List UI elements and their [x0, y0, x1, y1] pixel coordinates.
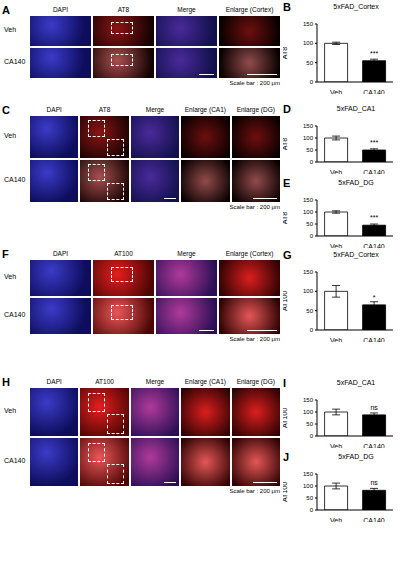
html-text:Merge: Merge [145, 106, 165, 113]
html-text:Enlarge (CA1): Enlarge (CA1) [184, 106, 226, 113]
svg-text:AT100: AT100 [283, 408, 288, 428]
svg-text:0: 0 [310, 433, 314, 439]
html-text:Veh: Veh [4, 273, 17, 280]
svg-text:0: 0 [310, 233, 314, 239]
svg-text:CA140: CA140 [363, 517, 385, 522]
svg-text:ns: ns [370, 479, 378, 486]
html-text:I: I [283, 377, 287, 389]
svg-text:ns: ns [370, 404, 378, 411]
html-text:Enlarge (DG): Enlarge (DG) [236, 378, 275, 385]
html-text:DAPI: DAPI [46, 106, 62, 113]
svg-text:AT100: AT100 [283, 291, 288, 311]
html-text:F: F [2, 248, 9, 260]
html-text:5xFAD_Cortex: 5xFAD_Cortex [333, 3, 379, 10]
svg-text:*: * [373, 294, 376, 301]
html-text:5xFAD_Cortex: 5xFAD_Cortex [333, 251, 379, 258]
html-text:DAPI: DAPI [52, 6, 69, 13]
svg-text:50: 50 [306, 421, 313, 427]
svg-text:50: 50 [306, 147, 313, 153]
svg-text:0: 0 [310, 79, 314, 85]
svg-text:100: 100 [303, 209, 314, 215]
html-text:J: J [283, 451, 290, 463]
html-text:AT100: AT100 [95, 378, 114, 385]
svg-text:50: 50 [306, 221, 313, 227]
html-text:AT100: AT100 [114, 250, 133, 257]
html-text:CA140: CA140 [4, 176, 26, 183]
html-text:A: A [2, 4, 10, 16]
html-text:D: D [283, 103, 291, 115]
html-text:Scale bar : 200 μm: Scale bar : 200 μm [229, 336, 280, 342]
svg-text:100: 100 [303, 40, 314, 46]
svg-text:0: 0 [310, 159, 314, 165]
svg-text:Veh: Veh [330, 89, 342, 94]
html-text:Scale bar : 200 μm: Scale bar : 200 μm [229, 80, 280, 86]
html-text:5xFAD_DG: 5xFAD_DG [338, 453, 374, 460]
html-text:AT8: AT8 [117, 6, 130, 13]
html-text:DAPI: DAPI [52, 250, 69, 257]
html-text:5xFAD_DG: 5xFAD_DG [338, 179, 374, 186]
html-text:H: H [2, 376, 10, 388]
html-text:Scale bar : 200 μm: Scale bar : 200 μm [229, 488, 280, 494]
svg-text:CA140: CA140 [363, 89, 385, 94]
html-text:Veh: Veh [4, 407, 17, 414]
svg-text:50: 50 [306, 60, 313, 66]
svg-text:CA140: CA140 [363, 337, 385, 342]
svg-text:100: 100 [303, 135, 314, 141]
svg-text:Veh: Veh [330, 169, 342, 174]
svg-text:Veh: Veh [330, 337, 342, 342]
svg-text:150: 150 [303, 123, 314, 129]
svg-text:150: 150 [303, 197, 314, 203]
svg-text:150: 150 [303, 21, 314, 27]
svg-text:100: 100 [303, 483, 314, 489]
svg-text:150: 150 [303, 471, 314, 477]
svg-text:100: 100 [303, 288, 314, 294]
svg-text:***: *** [370, 50, 378, 57]
svg-text:150: 150 [303, 397, 314, 403]
html-text:Scale bar : 200 μm: Scale bar : 200 μm [229, 204, 280, 210]
svg-text:50: 50 [306, 308, 313, 314]
html-text:DAPI: DAPI [46, 378, 62, 385]
html-text:5xFAD_CA1: 5xFAD_CA1 [336, 105, 376, 112]
svg-text:50: 50 [306, 495, 313, 501]
svg-text:CA140: CA140 [363, 443, 385, 448]
html-text:E: E [283, 177, 291, 189]
svg-text:AT100: AT100 [283, 482, 288, 502]
svg-text:Veh: Veh [330, 443, 342, 448]
svg-text:Veh: Veh [330, 517, 342, 522]
html-text:CA140: CA140 [4, 311, 26, 318]
html-text:Enlarge (Cortex): Enlarge (Cortex) [225, 250, 274, 257]
svg-text:150: 150 [303, 269, 314, 275]
svg-text:AT8: AT8 [283, 138, 288, 150]
html-text:Veh: Veh [4, 26, 17, 33]
html-text:Enlarge (DG): Enlarge (DG) [236, 106, 275, 113]
svg-text:Veh: Veh [330, 243, 342, 248]
svg-text:***: *** [370, 214, 378, 221]
svg-text:CA140: CA140 [363, 169, 385, 174]
html-text:B: B [283, 1, 291, 13]
svg-text:0: 0 [310, 507, 314, 513]
html-text:Merge: Merge [177, 6, 196, 13]
svg-text:***: *** [370, 139, 378, 146]
svg-text:AT8: AT8 [283, 212, 288, 224]
svg-text:AT8: AT8 [283, 47, 288, 59]
svg-text:100: 100 [303, 409, 314, 415]
svg-text:CA140: CA140 [363, 243, 385, 248]
html-text:C: C [2, 104, 10, 116]
html-text:Merge: Merge [177, 250, 196, 257]
svg-text:0: 0 [310, 327, 314, 333]
html-text:Enlarge (CA1): Enlarge (CA1) [184, 378, 226, 385]
html-text:5xFAD_CA1: 5xFAD_CA1 [336, 379, 376, 386]
html-text:Merge: Merge [145, 378, 165, 385]
html-text:CA140: CA140 [4, 457, 26, 464]
html-text:Enlarge (Cortex): Enlarge (Cortex) [225, 6, 274, 13]
html-text:CA140: CA140 [4, 58, 26, 65]
html-text:AT8: AT8 [98, 106, 111, 113]
html-text:G: G [283, 249, 292, 261]
html-text:Veh: Veh [4, 132, 17, 139]
